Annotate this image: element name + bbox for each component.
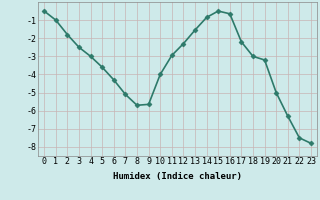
X-axis label: Humidex (Indice chaleur): Humidex (Indice chaleur) (113, 172, 242, 181)
